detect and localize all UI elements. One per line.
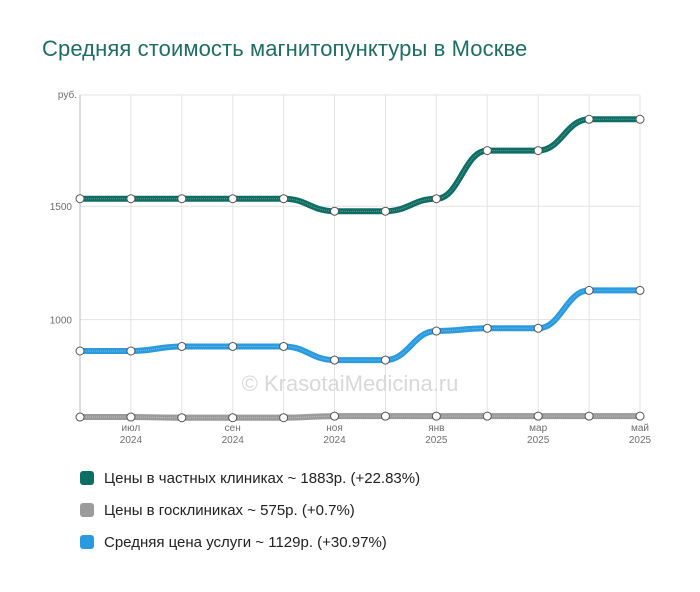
data-point <box>635 114 645 124</box>
data-point <box>177 413 187 423</box>
data-point <box>228 413 238 423</box>
x-tick-label-month: мар <box>529 423 547 434</box>
series-line-highlight <box>79 415 640 419</box>
series-line <box>77 413 643 421</box>
series-0 <box>75 114 645 216</box>
data-point <box>279 413 289 423</box>
series-line <box>77 287 643 364</box>
legend-swatch <box>80 471 94 485</box>
data-point <box>431 326 441 336</box>
data-point <box>177 341 187 351</box>
x-tick-label-year: 2025 <box>629 435 652 446</box>
series-1 <box>75 411 645 423</box>
legend-item-average[interactable]: Средняя цена услуги ~ 1129р. (+30.97%) <box>80 526 420 558</box>
data-point <box>635 285 645 295</box>
data-point <box>431 411 441 421</box>
data-point <box>75 412 85 422</box>
x-tick-label-year: 2024 <box>120 435 143 446</box>
x-tick-label-year: 2024 <box>323 435 346 446</box>
x-tick-label-month: май <box>631 423 649 434</box>
data-point <box>584 114 594 124</box>
x-tick-label-year: 2025 <box>527 435 550 446</box>
series-line <box>77 116 643 215</box>
legend-label: Средняя цена услуги ~ 1129р. (+30.97%) <box>104 533 387 551</box>
x-tick-label-year: 2024 <box>222 435 245 446</box>
y-tick-label: 1500 <box>50 202 73 213</box>
x-tick-label-month: янв <box>428 423 444 434</box>
data-point <box>126 194 136 204</box>
legend: Цены в частных клиниках ~ 1883р. (+22.83… <box>80 462 420 558</box>
watermark: © KrasotaiMedicina.ru <box>242 371 459 396</box>
x-tick-label-month: июл <box>122 423 141 434</box>
data-point <box>482 146 492 156</box>
x-tick-label-month: ноя <box>326 423 343 434</box>
data-point <box>431 194 441 204</box>
data-point <box>380 355 390 365</box>
y-tick-labels: руб. 1000 1500 <box>50 89 77 327</box>
data-point <box>126 346 136 356</box>
data-point <box>228 341 238 351</box>
x-tick-label-month: сен <box>225 423 241 434</box>
data-point <box>330 355 340 365</box>
data-point <box>177 194 187 204</box>
legend-label: Цены в частных клиниках ~ 1883р. (+22.83… <box>104 469 421 487</box>
data-point <box>380 411 390 421</box>
data-point <box>228 194 238 204</box>
data-point <box>533 323 543 333</box>
legend-item-public[interactable]: Цены в госклиниках ~ 575р. (+0.7%) <box>80 494 420 526</box>
data-point <box>635 411 645 421</box>
y-axis-unit-label: руб. <box>58 89 77 101</box>
data-point <box>380 206 390 216</box>
data-point <box>279 194 289 204</box>
data-point <box>126 412 136 422</box>
data-point <box>584 285 594 295</box>
data-point <box>330 411 340 421</box>
data-point <box>330 206 340 216</box>
data-point <box>482 323 492 333</box>
data-point <box>75 194 85 204</box>
legend-item-private[interactable]: Цены в частных клиниках ~ 1883р. (+22.83… <box>80 462 420 494</box>
data-point <box>533 411 543 421</box>
x-tick-label-year: 2025 <box>425 435 448 446</box>
data-point <box>533 146 543 156</box>
legend-label: Цены в госклиниках ~ 575р. (+0.7%) <box>104 501 355 519</box>
series-2 <box>75 285 645 365</box>
legend-swatch <box>80 535 94 549</box>
data-point <box>482 411 492 421</box>
x-tick-labels: июл2024сен2024ноя2024янв2025мар2025май20… <box>120 415 652 446</box>
data-point <box>75 346 85 356</box>
data-point <box>584 411 594 421</box>
page-title: Средняя стоимость магнитопунктуры в Моск… <box>42 36 528 61</box>
y-tick-label: 1000 <box>50 316 73 327</box>
data-point <box>279 341 289 351</box>
series-layer <box>75 114 645 423</box>
legend-swatch <box>80 503 94 517</box>
